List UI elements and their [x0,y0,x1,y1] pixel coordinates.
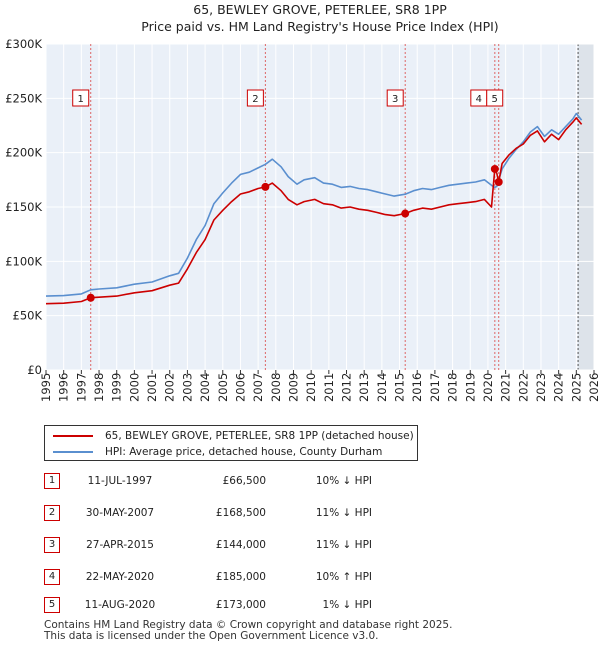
sale-label-box-5 [486,89,504,107]
legend-entry-hpi: HPI: Average price, detached house, Coun… [53,444,382,460]
x-tick-label: 2008 [269,373,283,402]
sale-date: 11-AUG-2020 [84,599,156,611]
sale-hpi-diff: 11% ↓ HPI [315,539,372,551]
sale-number-badge: 3 [44,537,60,553]
y-tick-label: £250K [5,91,42,105]
x-tick-label: 2025 [569,373,583,402]
x-tick-label: 1995 [39,373,53,402]
y-tick-label: £150K [5,200,42,214]
x-tick-label: 2017 [428,373,442,402]
x-tick-label: 2000 [127,373,141,402]
sale-label-1: 1 [78,94,84,105]
y-tick-label: £100K [5,254,42,268]
sale-number-badge: 5 [44,597,60,613]
y-tick-label: £300K [5,37,42,51]
hpi-series-line [45,112,583,297]
sale-date: 22-MAY-2020 [85,571,155,583]
x-tick-label: 1996 [57,373,71,402]
x-tick-label: 2009 [286,373,300,402]
x-tick-label: 2020 [481,373,495,402]
chart-title: 65, BEWLEY GROVE, PETERLEE, SR8 1PP [193,2,447,17]
sale-hpi-diff: 10% ↓ HPI [315,475,372,487]
sale-date: 27-APR-2015 [86,539,154,551]
sale-label-4: 4 [476,94,482,105]
sale-row-4: 4 22-MAY-2020 £185,000 10% ↑ HPI [0,568,600,588]
sale-label-2: 2 [252,94,258,105]
legend-label-property: 65, BEWLEY GROVE, PETERLEE, SR8 1PP (det… [105,430,414,442]
sale-point-4 [490,164,499,173]
sale-point-5 [494,178,503,187]
x-tick-label: 2016 [410,373,424,402]
x-tick-label: 2005 [216,373,230,402]
legend: 65, BEWLEY GROVE, PETERLEE, SR8 1PP (det… [44,425,418,461]
sale-number-badge: 1 [44,473,60,489]
x-tick-label: 2001 [145,373,159,402]
sale-row-3: 3 27-APR-2015 £144,000 11% ↓ HPI [0,536,600,556]
x-tick-label: 2011 [322,373,336,402]
sale-date: 30-MAY-2007 [85,507,155,519]
x-tick-label: 2015 [393,373,407,402]
property-series-line [45,117,583,305]
x-tick-label: 2002 [163,373,177,402]
x-tick-label: 2024 [552,373,566,402]
x-tick-label: 2004 [198,373,212,402]
sale-row-5: 5 11-AUG-2020 £173,000 1% ↓ HPI [0,596,600,616]
x-tick-label: 2023 [534,373,548,402]
sale-hpi-diff: 10% ↑ HPI [315,571,372,583]
sale-date: 11-JUL-1997 [87,475,153,487]
x-tick-label: 2021 [499,373,513,402]
y-tick-label: £200K [5,146,42,160]
x-tick-label: 2019 [463,373,477,402]
price-chart: 65, BEWLEY GROVE, PETERLEE, SR8 1PP Pric… [5,2,600,402]
y-tick-label: £0 [27,363,42,377]
x-tick-label: 2022 [516,373,530,402]
sale-hpi-diff: 1% ↓ HPI [322,599,372,611]
sale-price: £168,500 [215,507,266,519]
x-tick-label: 1997 [74,373,88,402]
x-tick-label: 2010 [304,373,318,402]
sale-row-2: 2 30-MAY-2007 £168,500 11% ↓ HPI [0,504,600,524]
footer-copyright: Contains HM Land Registry data © Crown c… [44,619,453,631]
legend-entry-property: 65, BEWLEY GROVE, PETERLEE, SR8 1PP (det… [53,428,414,444]
y-tick-label: £50K [13,309,43,323]
x-tick-label: 1998 [92,373,106,402]
sale-price: £66,500 [222,475,266,487]
sale-row-1: 1 11-JUL-1997 £66,500 10% ↓ HPI [0,472,600,492]
sale-label-box-1 [72,89,90,107]
sale-number-badge: 4 [44,569,60,585]
sale-label-3: 3 [392,94,398,105]
x-tick-label: 2012 [340,373,354,402]
sale-price: £185,000 [215,571,266,583]
sale-price: £173,000 [215,599,266,611]
sale-point-2 [261,182,270,191]
sale-label-5: 5 [492,94,498,105]
sale-point-1 [86,293,95,302]
sale-label-box-3 [386,89,404,107]
x-tick-label: 2026 [587,373,600,402]
x-tick-label: 2007 [251,373,265,402]
sale-price: £144,000 [215,539,266,551]
x-tick-label: 2003 [180,373,194,402]
x-tick-label: 2018 [446,373,460,402]
x-tick-label: 2006 [233,373,247,402]
x-tick-label: 1999 [110,373,124,402]
footer: Contains HM Land Registry data © Crown c… [44,620,452,642]
sale-hpi-diff: 11% ↓ HPI [315,507,372,519]
sale-number-badge: 2 [44,505,60,521]
chart-subtitle: Price paid vs. HM Land Registry's House … [141,19,498,34]
x-tick-label: 2014 [375,373,389,402]
legend-swatch-red [53,435,93,437]
legend-swatch-blue [53,451,93,453]
legend-label-hpi: HPI: Average price, detached house, Coun… [105,446,383,458]
sale-point-3 [401,209,410,218]
footer-licence: This data is licensed under the Open Gov… [44,630,379,642]
x-tick-label: 2013 [357,373,371,402]
sale-label-box-2 [246,89,264,107]
